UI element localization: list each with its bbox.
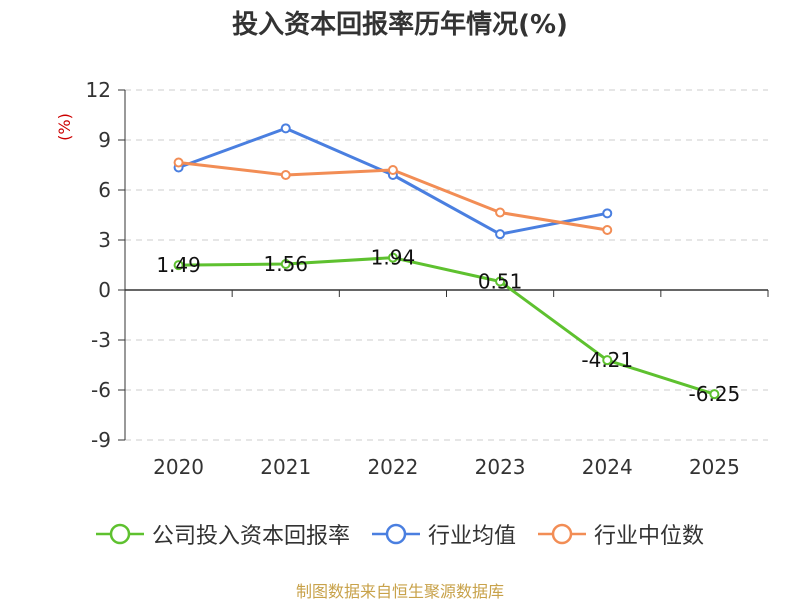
data-point: [602, 225, 613, 235]
data-labels: 1.49 1.56 1.94 0.51 -4.21 -6.25: [156, 246, 740, 407]
data-label: 1.94: [371, 246, 416, 270]
y-tick-label: 0: [98, 278, 111, 302]
y-tick-label: -6: [91, 378, 111, 402]
chart-title: 投入资本回报率历年情况(%): [232, 10, 568, 40]
x-tick-label: 2021: [260, 455, 311, 479]
data-point: [173, 260, 184, 271]
data-label: -6.25: [689, 382, 741, 406]
data-point: [495, 207, 506, 218]
data-point: [495, 276, 506, 287]
y-tick-label: 3: [98, 228, 111, 252]
y-tick-label: -9: [91, 428, 111, 452]
data-point: [280, 259, 291, 269]
series-line-0: [178, 256, 715, 396]
data-point: [709, 389, 720, 400]
y-axis-unit-label: (%): [55, 113, 74, 141]
source-note: 制图数据来自恒生聚源数据库: [295, 582, 504, 601]
data-point: [602, 355, 613, 366]
data-label: 1.49: [156, 253, 201, 277]
x-tick-label: 2025: [689, 455, 740, 479]
data-label: 0.51: [478, 270, 523, 294]
y-tick-label: 12: [86, 78, 111, 102]
data-point: [602, 208, 613, 219]
data-point: [387, 165, 398, 175]
legend-item[interactable]: 行业均值: [371, 518, 516, 550]
series-lines: [173, 123, 720, 400]
legend-item[interactable]: 公司投入资本回报率: [95, 518, 350, 550]
y-tick-label: 6: [98, 178, 111, 202]
data-point: [387, 252, 398, 263]
data-point: [495, 229, 506, 240]
data-point: [173, 157, 184, 168]
y-tick-label: -3: [91, 328, 111, 352]
data-label: -4.21: [581, 348, 633, 372]
legend-swatch-icon: [371, 523, 420, 545]
x-tick-label: 2022: [367, 455, 418, 479]
axes: 12 9 6 3 0 -3 -6 -9 2020 2021 2022 2023 2024 2025: [86, 78, 769, 479]
legend-label: 行业均值: [427, 524, 516, 549]
data-point: [280, 170, 291, 180]
x-tick-label: 2024: [582, 455, 633, 479]
legend-item[interactable]: 行业中位数: [538, 518, 704, 550]
legend-swatch-icon: [95, 523, 144, 545]
data-point: [280, 123, 291, 134]
legend-label: 公司投入资本回报率: [151, 524, 350, 549]
legend-label: 行业中位数: [594, 524, 705, 549]
y-tick-label: 9: [98, 128, 111, 152]
legend-swatch-icon: [538, 523, 586, 545]
x-tick-label: 2023: [475, 455, 526, 479]
data-label: 1.56: [263, 252, 308, 276]
x-tick-label: 2020: [153, 455, 204, 479]
legend: 公司投入资本回报率 行业均值 行业中位数: [0, 518, 800, 550]
